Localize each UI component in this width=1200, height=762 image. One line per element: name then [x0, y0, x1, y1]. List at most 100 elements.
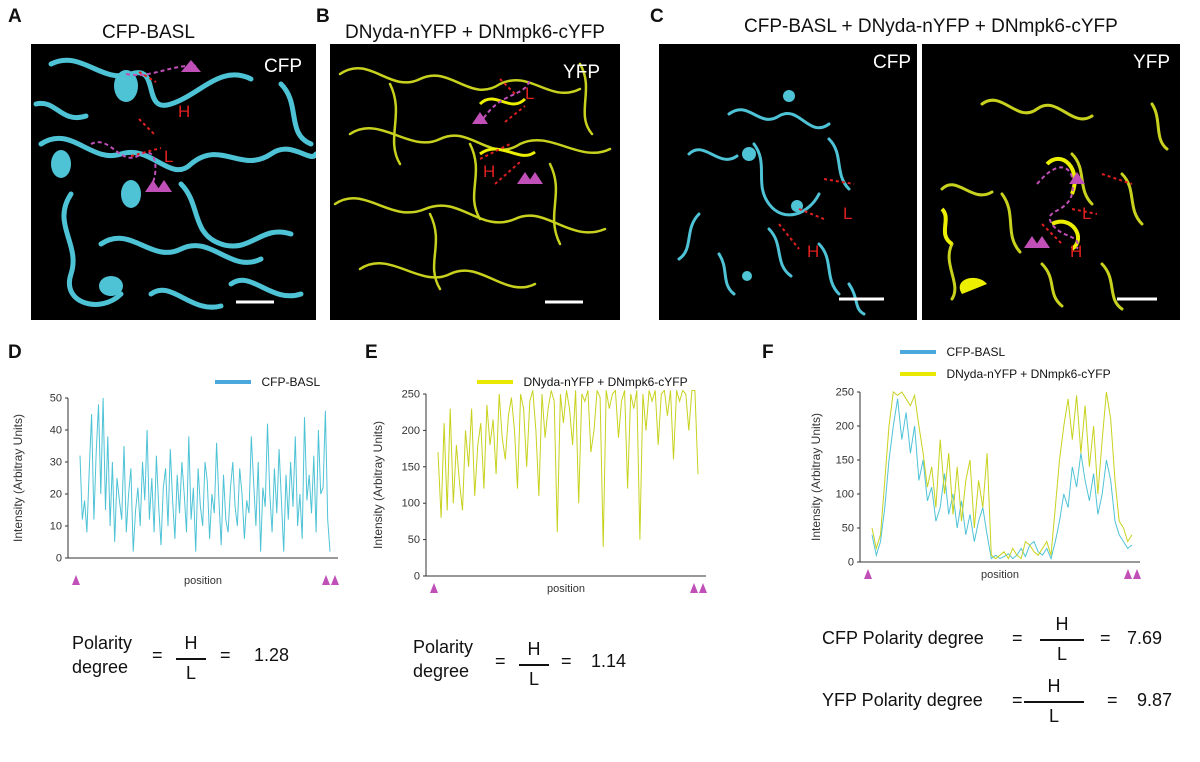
chart-d-ytick-label: 40 [50, 425, 62, 437]
panel-c-cfp-channel-label: CFP [873, 52, 911, 73]
panel-a-l-label: L [164, 147, 174, 166]
panel-c-cfp-h-label: H [807, 242, 820, 261]
panel-c-cfp-l-label: L [843, 204, 853, 223]
chart-d-xlabel: position [184, 575, 222, 587]
chart-f-legend-swatch-1 [900, 349, 936, 354]
panel-b-cells [333, 62, 612, 304]
formula-f-yfp-eq-1: = [1012, 690, 1023, 710]
chart-e-ytick-label: 0 [414, 571, 420, 583]
formula-f-cfp: CFP Polarity degree = H L = 7.69 [822, 612, 1182, 672]
chart-f-marker [1133, 569, 1141, 579]
chart-d-series-1 [79, 397, 331, 552]
formula-d-numerator: H [184, 633, 198, 653]
formula-e-eq-1: = [495, 651, 506, 671]
chart-e-legend-swatch [477, 379, 513, 384]
formula-f-cfp-fraction: H L [1040, 612, 1084, 666]
chart-e-marker [430, 583, 438, 593]
panel-a-h-label: H [178, 102, 191, 121]
chart-f-ytick-label: 50 [842, 523, 854, 535]
formula-e-eq-2: = [561, 651, 572, 671]
formula-d-polarity: Polarity [72, 633, 133, 653]
panel-a-channel-label: CFP [264, 56, 302, 77]
panel-b-channel-label: YFP [563, 62, 600, 83]
chart-f-marker [864, 569, 872, 579]
panel-c-yfp-h-label: H [1070, 242, 1083, 261]
chart-f-ytick-label: 250 [836, 388, 854, 399]
formula-d-denominator: L [185, 663, 196, 683]
chart-d-ytick-label: 0 [56, 553, 62, 565]
formula-d-value: 1.28 [254, 645, 290, 665]
chart-f-legend-swatch-2 [900, 371, 936, 376]
panel-a-title: CFP-BASL [102, 22, 195, 43]
panel-c-yfp-l-label: L [1082, 204, 1092, 223]
formula-f-yfp-eq-2: = [1107, 690, 1118, 710]
formula-d-degree: degree [72, 657, 129, 677]
chart-e-ytick-label: 100 [402, 498, 420, 510]
formula-d-fraction: H L [176, 633, 206, 687]
chart-d-marker [72, 575, 80, 585]
chart-e-legend: DNyda-nYFP + DNmpk6-cYFP [477, 373, 688, 391]
formula-f-yfp-value: 9.87 [1137, 690, 1173, 710]
chart-f-legend-item-1: CFP-BASL [900, 343, 1111, 361]
chart-f-ytick-label: 150 [836, 455, 854, 467]
chart-d: 0 10 20 30 40 50 Intensity (Arbitray Units) pos… [11, 393, 339, 587]
panel-b-title: DNyda-nYFP + DNmpk6-cYFP [345, 22, 605, 43]
chart-d-ytick-label: 10 [50, 521, 62, 533]
panel-b-h-label: H [483, 162, 496, 181]
formula-d: Polarity degree = H L = 1.28 [72, 633, 332, 693]
chart-d-marker [331, 575, 339, 585]
formula-e-value: 1.14 [591, 651, 627, 671]
formula-f-yfp-fraction-bar [1024, 701, 1084, 703]
chart-f: 0 50 100 150 200 250 Intensity (Arbitray Units… [809, 388, 1141, 581]
panel-b-micrograph: YFP L H [330, 44, 620, 320]
formula-e-denominator: L [528, 669, 539, 689]
formula-e-fraction: H L [519, 639, 549, 693]
formula-f-yfp-denominator: L [1048, 706, 1059, 726]
chart-d-ytick-label: 20 [50, 489, 62, 501]
chart-d-ytick-label: 50 [50, 393, 62, 405]
panel-c-yfp-cells [940, 98, 1169, 311]
chart-e: 0 50 100 150 200 250 Intensity (Arbitray Units… [371, 390, 707, 595]
chart-f-series-1 [871, 398, 1133, 561]
panel-c-yfp-channel-label: YFP [1133, 52, 1170, 73]
chart-d-ytick-label: 30 [50, 457, 62, 469]
formula-e-degree: degree [413, 661, 470, 681]
formula-e-polarity: Polarity [413, 637, 474, 657]
chart-e-marker [699, 583, 707, 593]
chart-e-ytick-label: 50 [408, 534, 420, 546]
chart-f-ytick-label: 100 [836, 489, 854, 501]
chart-d-ylabel: Intensity (Arbitray Units) [11, 414, 25, 542]
formula-f-cfp-eq-1: = [1012, 628, 1023, 648]
panel-a-micrograph: CFP H L [31, 44, 316, 320]
panel-c-cfp-cells [677, 90, 884, 316]
chart-f-ytick-label: 0 [848, 557, 854, 569]
chart-f-ylabel: Intensity (Arbitray Units) [809, 413, 823, 541]
chart-e-xlabel: position [547, 583, 585, 595]
formula-f-yfp-label: YFP Polarity degree [822, 690, 983, 710]
chart-e-ytick-label: 250 [402, 390, 420, 401]
chart-f-legend-label-2: DNyda-nYFP + DNmpk6-cYFP [946, 367, 1111, 381]
formula-d-eq-1: = [152, 645, 163, 665]
chart-e-ytick-label: 200 [402, 425, 420, 437]
formula-f-cfp-denominator: L [1056, 644, 1067, 664]
formula-f-cfp-numerator: H [1055, 614, 1069, 634]
chart-e-marker [690, 583, 698, 593]
panel-letter-b: B [316, 6, 330, 27]
chart-f-xlabel: position [981, 569, 1019, 581]
panel-a-cells [33, 57, 316, 310]
formula-e: Polarity degree = H L = 1.14 [413, 637, 673, 697]
formula-f-yfp-fraction: H L [1024, 674, 1084, 728]
formula-f-cfp-label: CFP Polarity degree [822, 628, 984, 648]
chart-f-marker [1124, 569, 1132, 579]
formula-f-cfp-fraction-bar [1040, 639, 1084, 641]
chart-e-legend-label: DNyda-nYFP + DNmpk6-cYFP [523, 375, 688, 389]
chart-f-legend-item-2: DNyda-nYFP + DNmpk6-cYFP [900, 365, 1111, 383]
formula-f-yfp-numerator: H [1047, 676, 1061, 696]
formula-f-yfp: YFP Polarity degree = H L = 9.87 [822, 674, 1182, 734]
chart-d-legend: CFP-BASL [215, 373, 320, 391]
formula-e-numerator: H [527, 639, 541, 659]
panel-b-l-label: L [525, 84, 535, 103]
chart-d-marker [322, 575, 330, 585]
formula-e-fraction-bar [519, 664, 549, 666]
formula-d-eq-2: = [220, 645, 231, 665]
